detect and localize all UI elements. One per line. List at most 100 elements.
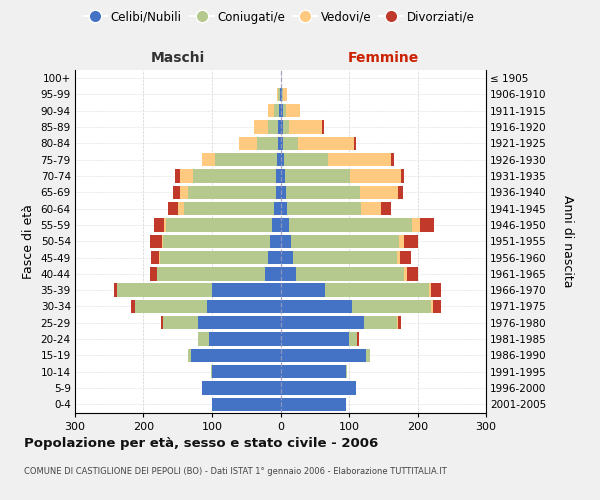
Bar	[283, 104, 286, 118]
Bar	[212, 398, 281, 411]
Bar	[404, 234, 418, 248]
Bar	[274, 202, 281, 215]
Bar	[277, 88, 278, 101]
Bar	[149, 267, 157, 280]
Bar	[188, 186, 276, 199]
Bar	[114, 284, 118, 297]
Bar	[211, 365, 212, 378]
Bar	[287, 202, 361, 215]
Bar	[281, 284, 325, 297]
Bar	[163, 316, 198, 330]
Bar	[280, 88, 281, 101]
Bar	[202, 382, 281, 394]
Bar	[281, 382, 356, 394]
Bar	[397, 316, 398, 330]
Bar	[163, 234, 269, 248]
Bar	[134, 300, 206, 313]
Bar	[412, 218, 420, 232]
Bar	[193, 170, 277, 182]
Bar	[197, 332, 198, 346]
Bar	[239, 136, 257, 150]
Bar	[407, 267, 418, 280]
Bar	[398, 316, 401, 330]
Bar	[278, 120, 281, 134]
Legend: Celibi/Nubili, Coniugati/e, Vedovi/e, Divorziati/e: Celibi/Nubili, Coniugati/e, Vedovi/e, Di…	[79, 6, 479, 28]
Bar	[322, 120, 323, 134]
Bar	[209, 332, 281, 346]
Bar	[268, 251, 281, 264]
Bar	[293, 251, 397, 264]
Bar	[349, 332, 357, 346]
Bar	[431, 300, 433, 313]
Bar	[281, 170, 284, 182]
Bar	[283, 88, 287, 101]
Y-axis label: Fasce di età: Fasce di età	[22, 204, 35, 279]
Bar	[346, 365, 347, 378]
Text: COMUNE DI CASTIGLIONE DEI PEPOLI (BO) - Dati ISTAT 1° gennaio 2006 - Elaborazion: COMUNE DI CASTIGLIONE DEI PEPOLI (BO) - …	[24, 468, 447, 476]
Bar	[366, 348, 370, 362]
Bar	[164, 218, 166, 232]
Bar	[398, 186, 403, 199]
Text: Femmine: Femmine	[347, 51, 419, 65]
Bar	[154, 218, 164, 232]
Bar	[166, 218, 272, 232]
Bar	[352, 300, 431, 313]
Bar	[268, 104, 274, 118]
Bar	[291, 234, 399, 248]
Bar	[391, 153, 394, 166]
Bar	[281, 234, 291, 248]
Bar	[181, 170, 193, 182]
Bar	[215, 153, 277, 166]
Bar	[118, 284, 212, 297]
Bar	[281, 202, 287, 215]
Bar	[281, 218, 289, 232]
Bar	[281, 186, 286, 199]
Bar	[380, 202, 391, 215]
Bar	[159, 251, 160, 264]
Bar	[212, 365, 281, 378]
Bar	[212, 284, 281, 297]
Bar	[281, 88, 282, 101]
Text: Popolazione per età, sesso e stato civile - 2006: Popolazione per età, sesso e stato civil…	[24, 438, 378, 450]
Bar	[286, 186, 360, 199]
Bar	[276, 186, 281, 199]
Bar	[281, 251, 293, 264]
Bar	[433, 300, 441, 313]
Bar	[277, 170, 281, 182]
Bar	[274, 104, 279, 118]
Bar	[278, 88, 280, 101]
Bar	[268, 120, 278, 134]
Bar	[161, 316, 163, 330]
Bar	[281, 300, 352, 313]
Bar	[173, 186, 180, 199]
Bar	[397, 251, 400, 264]
Bar	[281, 136, 283, 150]
Bar	[277, 153, 281, 166]
Bar	[175, 170, 181, 182]
Text: Maschi: Maschi	[151, 51, 205, 65]
Bar	[431, 284, 442, 297]
Bar	[400, 251, 410, 264]
Bar	[281, 153, 284, 166]
Bar	[298, 136, 355, 150]
Bar	[355, 136, 356, 150]
Bar	[202, 153, 215, 166]
Y-axis label: Anni di nascita: Anni di nascita	[561, 195, 574, 288]
Bar	[284, 153, 328, 166]
Bar	[184, 202, 274, 215]
Bar	[198, 316, 281, 330]
Bar	[257, 136, 278, 150]
Bar	[328, 153, 391, 166]
Bar	[429, 284, 431, 297]
Bar	[265, 267, 281, 280]
Bar	[279, 104, 281, 118]
Bar	[281, 316, 364, 330]
Bar	[131, 300, 134, 313]
Bar	[283, 120, 289, 134]
Bar	[281, 332, 349, 346]
Bar	[284, 170, 350, 182]
Bar	[325, 284, 429, 297]
Bar	[278, 136, 281, 150]
Bar	[399, 234, 404, 248]
Bar	[281, 120, 283, 134]
